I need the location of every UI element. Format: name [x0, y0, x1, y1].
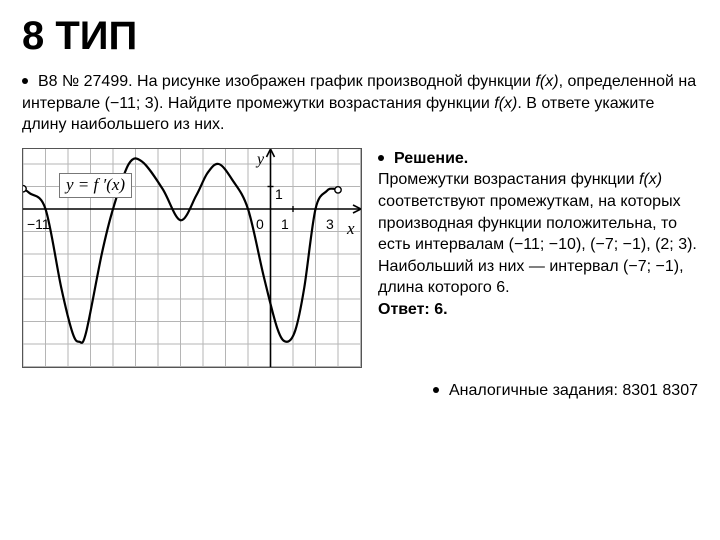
- bullet-icon: [378, 155, 384, 161]
- solution-block: Решение. Промежутки возрастания функции …: [362, 148, 698, 321]
- derivative-chart: y x 0 1 3 −11 1 y = f ′(x): [22, 148, 362, 368]
- solution-fx: f(x): [639, 171, 662, 188]
- page-title: 8 ТИП: [0, 0, 720, 65]
- similar-tasks: Аналогичные задания: 8301 8307: [0, 368, 720, 400]
- tick-1x: 1: [281, 216, 289, 232]
- solution-header: Решение.: [394, 150, 468, 167]
- problem-l1: На рисунке изображен график производной …: [137, 73, 535, 90]
- tick-3: 3: [326, 216, 334, 232]
- tick-1y: 1: [275, 186, 283, 202]
- solution-answer: Ответ: 6.: [378, 301, 448, 318]
- problem-statement: B8 № 27499. На рисунке изображен график …: [0, 65, 720, 148]
- axis-label-x: x: [347, 219, 355, 239]
- bullet-icon: [433, 387, 439, 393]
- tick-0: 0: [256, 216, 264, 232]
- content-row: y x 0 1 3 −11 1 y = f ′(x) Решение. Пром…: [0, 148, 720, 368]
- fx-1: f(x): [535, 73, 558, 90]
- bullet-icon: [22, 78, 28, 84]
- axis-label-y: y: [257, 151, 264, 169]
- solution-mid: соответствуют промежуткам, на которых пр…: [378, 193, 697, 296]
- problem-prefix: B8 № 27499.: [38, 73, 137, 90]
- tick-m11: −11: [27, 216, 50, 232]
- similar-text: Аналогичные задания: 8301 8307: [449, 382, 698, 399]
- equation-label: y = f ′(x): [59, 173, 132, 198]
- solution-pre: Промежутки возрастания функции: [378, 171, 639, 188]
- fx-2: f(x): [494, 95, 517, 112]
